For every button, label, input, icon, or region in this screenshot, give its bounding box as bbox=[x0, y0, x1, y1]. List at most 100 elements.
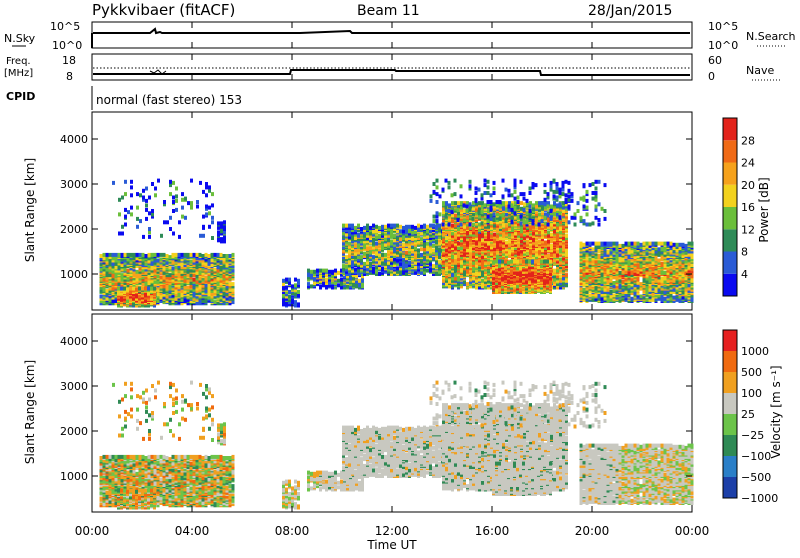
power-cell bbox=[291, 284, 294, 288]
power-cell bbox=[163, 253, 166, 257]
power-cell bbox=[354, 226, 357, 230]
power-cell bbox=[375, 265, 378, 269]
power-cell bbox=[229, 282, 232, 286]
power-cell bbox=[445, 236, 448, 240]
power-cell bbox=[294, 278, 297, 282]
power-cell bbox=[420, 237, 423, 241]
power-cell bbox=[129, 287, 132, 291]
power-cell bbox=[285, 286, 288, 290]
power-cell bbox=[393, 238, 396, 242]
power-cell bbox=[432, 264, 435, 268]
date-label: 28/Jan/2015 bbox=[588, 3, 672, 19]
power-cell bbox=[205, 275, 208, 279]
power-cell bbox=[199, 253, 202, 257]
power-cell bbox=[363, 252, 366, 256]
power-cell bbox=[294, 300, 297, 304]
power-cell bbox=[408, 225, 411, 229]
power-cell bbox=[426, 269, 429, 273]
power-cell bbox=[372, 224, 375, 228]
nave-tick-top: 60 bbox=[708, 54, 722, 67]
power-cell bbox=[136, 270, 139, 274]
power-cell bbox=[384, 253, 387, 257]
freq-tick-top: 18 bbox=[62, 54, 76, 67]
power-cell bbox=[378, 226, 381, 230]
power-cell bbox=[481, 238, 484, 242]
power-cell bbox=[342, 224, 345, 228]
power-cell bbox=[103, 253, 106, 257]
power-cell bbox=[381, 266, 384, 270]
power-cell bbox=[232, 282, 235, 286]
power-cell bbox=[493, 233, 496, 237]
power-cell bbox=[463, 245, 466, 249]
power-cell bbox=[337, 283, 340, 287]
power-cell bbox=[310, 284, 313, 288]
power-cell bbox=[378, 234, 381, 238]
power-cell bbox=[120, 287, 123, 291]
power-cell bbox=[387, 224, 390, 228]
power-cell bbox=[463, 225, 466, 229]
power-cell bbox=[393, 224, 396, 228]
power-cell bbox=[121, 253, 124, 257]
power-cell bbox=[423, 247, 426, 251]
power-cell bbox=[160, 253, 163, 257]
power-cell bbox=[396, 266, 399, 270]
power-cell bbox=[502, 201, 505, 205]
power-cell bbox=[141, 287, 144, 291]
power-cell bbox=[178, 253, 181, 257]
power-cell bbox=[307, 282, 310, 286]
power-cell bbox=[348, 224, 351, 228]
power-cell bbox=[100, 295, 103, 299]
power-cell bbox=[313, 270, 316, 274]
power-cell bbox=[417, 224, 420, 228]
power-cell bbox=[393, 234, 396, 238]
power-cell bbox=[297, 290, 300, 294]
power-cell bbox=[196, 253, 199, 257]
power-cell bbox=[181, 253, 184, 257]
power-cell bbox=[175, 253, 178, 257]
power-cell bbox=[351, 224, 354, 228]
power-cell bbox=[475, 272, 478, 276]
power-cell bbox=[153, 287, 156, 291]
power-cell bbox=[451, 224, 454, 228]
power-cell bbox=[334, 269, 337, 273]
power-cell bbox=[294, 283, 297, 287]
power-cell bbox=[493, 247, 496, 251]
power-cell bbox=[345, 224, 348, 228]
power-cell bbox=[123, 287, 126, 291]
power-cell bbox=[381, 253, 384, 257]
power-cell bbox=[169, 255, 172, 259]
power-cell bbox=[147, 287, 150, 291]
power-cell bbox=[420, 247, 423, 251]
power-cell bbox=[390, 224, 393, 228]
power-cell bbox=[354, 268, 357, 272]
power-cell bbox=[451, 255, 454, 259]
power-cell bbox=[328, 270, 331, 274]
power-cell bbox=[357, 224, 360, 228]
power-cell bbox=[429, 224, 432, 228]
power-cell bbox=[454, 201, 457, 205]
nsky-tick-top-left: 10^5 bbox=[50, 20, 80, 33]
power-cell bbox=[187, 253, 190, 257]
power-cell bbox=[115, 253, 118, 257]
power-cell bbox=[288, 290, 291, 294]
power-cell bbox=[405, 251, 408, 255]
power-cell bbox=[214, 300, 217, 304]
power-cell bbox=[190, 260, 193, 264]
freq-tick-bottom: 8 bbox=[66, 70, 73, 83]
site-title: Pykkvibaer (fitACF) bbox=[92, 1, 235, 19]
power-cell bbox=[282, 279, 285, 283]
power-cell bbox=[100, 254, 103, 258]
power-cell bbox=[472, 207, 475, 211]
power-cell bbox=[139, 253, 142, 257]
power-cell bbox=[432, 244, 435, 248]
freq-label-line1: Freq. bbox=[6, 56, 31, 67]
power-cell bbox=[445, 248, 448, 252]
power-cell bbox=[472, 252, 475, 256]
power-cell bbox=[127, 269, 130, 273]
power-cell bbox=[454, 214, 457, 218]
nsky-tick-bottom-left: 10^0 bbox=[52, 39, 82, 52]
power-cell bbox=[375, 225, 378, 229]
power-cell bbox=[520, 201, 523, 205]
power-cell bbox=[190, 253, 193, 257]
power-cell bbox=[297, 279, 300, 283]
